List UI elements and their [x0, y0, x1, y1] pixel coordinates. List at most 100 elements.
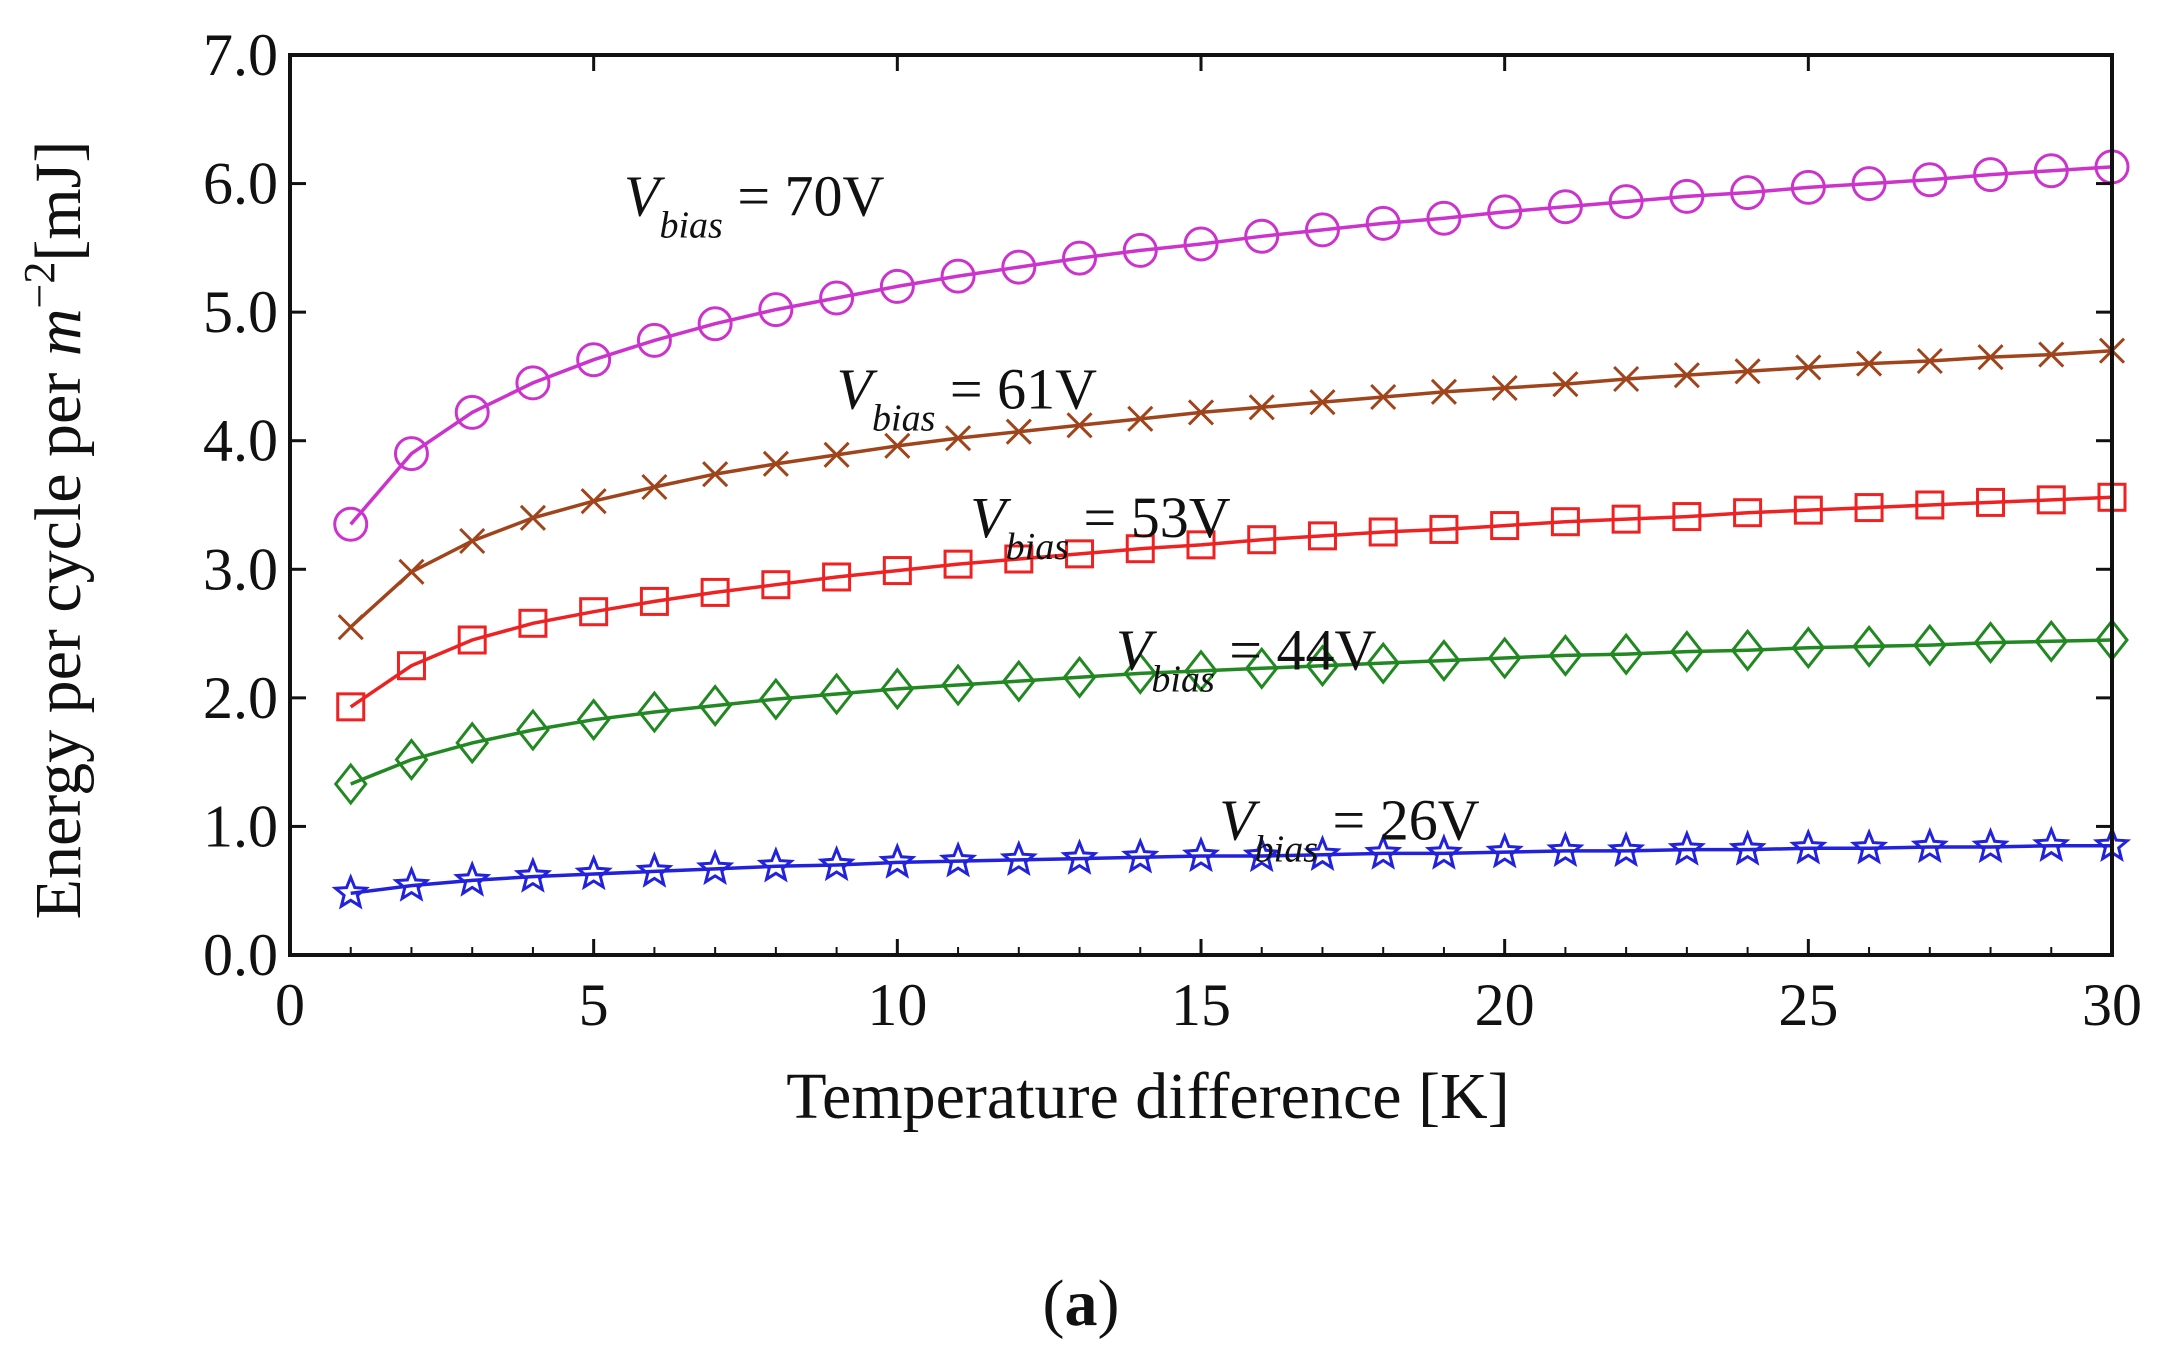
data-point — [1854, 493, 1884, 523]
panel-label: (a) — [1043, 1267, 1120, 1340]
data-point — [819, 280, 855, 316]
data-point — [1491, 374, 1518, 402]
data-point — [1490, 511, 1520, 541]
data-point — [884, 432, 911, 459]
data-point — [1608, 184, 1644, 220]
y-tick-label: 2.0 — [203, 665, 278, 731]
data-point — [1121, 837, 1160, 874]
x-axis-label: Temperature difference [K] — [786, 1060, 1509, 1133]
data-point — [1125, 534, 1155, 564]
y-axis-label-suffix: [mJ] — [22, 141, 95, 262]
data-point — [1613, 365, 1640, 393]
data-point — [761, 570, 791, 600]
data-point — [1973, 621, 2008, 664]
data-point — [880, 667, 915, 711]
data-point — [1607, 830, 1646, 868]
y-axis-label-var: m — [22, 308, 95, 356]
series-label: Vbias = 53V — [970, 485, 1231, 568]
data-point — [1912, 623, 1947, 667]
data-point — [1247, 525, 1277, 555]
data-point — [1730, 628, 1765, 672]
data-point — [1852, 625, 1886, 668]
data-point — [1368, 517, 1398, 547]
data-point — [1430, 378, 1457, 405]
data-point — [641, 473, 668, 501]
data-point — [1728, 829, 1767, 866]
data-point — [1548, 634, 1583, 677]
data-point — [1791, 626, 1826, 670]
y-tick-label: 5.0 — [203, 279, 278, 345]
axes: 0 5 10 15 20 25 30 0.0 1.0 2.0 3.0 4.0 5.0 6.0 7.0 — [203, 22, 2142, 1038]
series-line — [349, 348, 2113, 629]
data-point — [398, 558, 425, 585]
data-point — [1790, 169, 1826, 205]
data-point — [1186, 530, 1216, 560]
y-tick-label: 4.0 — [203, 408, 278, 474]
data-point — [1849, 828, 1889, 865]
y-axis-label: Energy per cycle per m−2[mJ] — [15, 141, 95, 920]
series-line — [350, 843, 2112, 896]
data-point — [1609, 632, 1644, 676]
data-point — [518, 608, 548, 638]
data-point — [700, 577, 730, 607]
data-point — [576, 342, 612, 378]
data-point — [2034, 619, 2069, 663]
y-tick-label: 7.0 — [203, 22, 278, 88]
series-labels: Vbias = 70V Vbias = 61V Vbias = 53V Vbias =… — [624, 164, 1480, 871]
data-point — [1304, 212, 1340, 248]
data-point — [454, 394, 490, 430]
data-point — [819, 672, 854, 716]
data-point — [516, 708, 550, 752]
data-point — [1552, 371, 1579, 398]
data-point — [576, 698, 611, 742]
data-point — [999, 839, 1038, 877]
data-point — [1487, 194, 1523, 230]
data-point — [1485, 832, 1524, 869]
data-point — [333, 506, 369, 542]
data-point — [1187, 399, 1215, 426]
data-point — [1669, 178, 1705, 214]
x-tick-label: 10 — [867, 972, 927, 1038]
data-point — [1005, 418, 1032, 445]
data-point — [1001, 249, 1037, 285]
data-point — [1366, 641, 1401, 685]
data-point — [1427, 639, 1461, 682]
data-point — [878, 842, 917, 879]
data-point — [1673, 362, 1700, 389]
data-point — [1066, 412, 1093, 439]
data-point — [1971, 826, 2010, 864]
data-point — [1429, 514, 1459, 544]
series-diamond — [333, 618, 2129, 806]
data-point — [1365, 205, 1401, 241]
data-point — [1546, 830, 1585, 868]
data-point — [698, 684, 733, 727]
data-point — [1730, 175, 1766, 211]
x-tick-label: 15 — [1171, 972, 1231, 1038]
x-tick-label: 0 — [275, 972, 305, 1038]
data-point — [941, 663, 975, 707]
data-point — [1244, 218, 1280, 254]
data-point — [1122, 232, 1158, 268]
series-layer — [331, 149, 2132, 910]
series-x — [337, 337, 2126, 641]
data-point — [1916, 347, 1943, 375]
data-point — [1307, 521, 1337, 551]
data-point — [1184, 649, 1218, 693]
data-point — [2032, 825, 2071, 863]
x-tick-label: 30 — [2082, 972, 2142, 1038]
data-point — [1183, 226, 1219, 262]
data-point — [1060, 838, 1099, 875]
data-point — [938, 841, 978, 878]
series-circle — [333, 149, 2130, 542]
data-point — [1793, 495, 1823, 525]
data-point — [1062, 240, 1098, 276]
series-star — [331, 825, 2132, 910]
data-point — [940, 258, 976, 294]
data-point — [1123, 652, 1158, 695]
series-line — [349, 165, 2113, 526]
data-point — [1912, 162, 1948, 198]
data-point — [879, 268, 915, 304]
data-point — [1547, 189, 1583, 225]
data-point — [455, 721, 490, 765]
